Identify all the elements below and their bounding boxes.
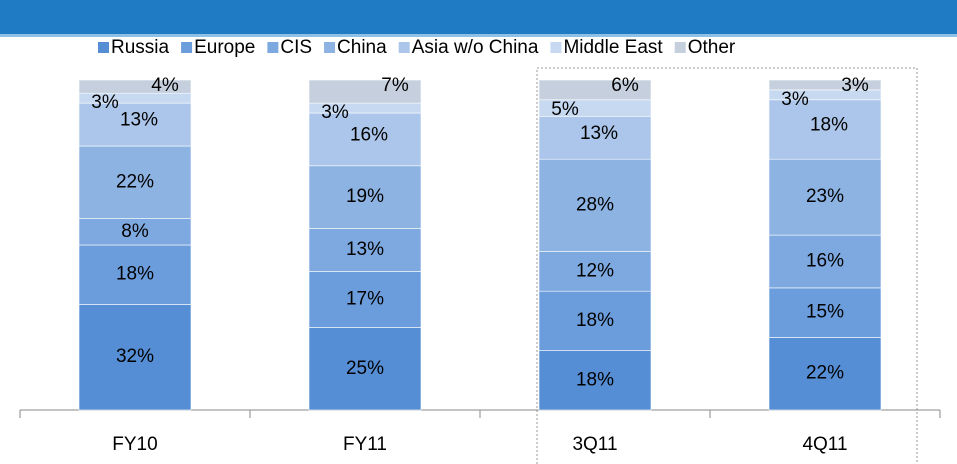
bar-segment (768, 158, 882, 236)
data-label: 23% (806, 186, 844, 207)
data-label: 19% (346, 186, 384, 207)
data-label: 17% (346, 288, 384, 309)
bar-segment (308, 79, 422, 104)
data-label: 28% (576, 194, 614, 215)
legend-label: Asia w/o China (412, 37, 539, 58)
data-label: 3% (781, 89, 809, 110)
data-label: 13% (120, 110, 158, 131)
data-label: 12% (576, 260, 614, 281)
legend-label: CIS (280, 37, 312, 58)
bar-segment (538, 350, 652, 411)
bar-segment (768, 287, 882, 338)
bar-segment (768, 234, 882, 289)
bar-segment (538, 158, 652, 252)
data-label: 13% (580, 123, 618, 144)
legend-label: Europe (194, 37, 255, 58)
header-band (0, 0, 957, 34)
legend-swatch (98, 42, 109, 53)
x-tick-label: FY10 (112, 434, 157, 455)
data-label: 7% (381, 75, 409, 96)
x-tick-label: FY11 (343, 434, 387, 455)
bar-segment (78, 79, 192, 94)
legend-swatch (674, 42, 686, 53)
data-label: 18% (576, 310, 614, 331)
data-label: 4% (151, 75, 179, 96)
legend-label: Russia (111, 37, 170, 58)
data-label: 22% (116, 171, 154, 192)
legend-label: Other (688, 37, 736, 58)
legend-swatch (181, 42, 193, 53)
x-tick-label: 3Q11 (572, 434, 617, 455)
legend-label: Middle East (563, 37, 663, 58)
data-label: 5% (551, 99, 579, 120)
data-label: 6% (611, 75, 639, 96)
data-label: 18% (576, 369, 614, 390)
bar-segment (768, 79, 882, 91)
legend-swatch (267, 42, 279, 53)
bar-segment (538, 79, 652, 101)
bar-segment (78, 145, 192, 219)
x-tick-label: 4Q11 (802, 434, 847, 455)
bar-segment (308, 228, 422, 272)
legend-swatch (550, 42, 562, 53)
data-label: 3% (91, 92, 119, 113)
data-label: 3% (321, 102, 349, 123)
data-label: 18% (116, 264, 154, 285)
legend-label: China (337, 37, 387, 58)
data-label: 8% (121, 221, 149, 242)
legend-swatch (398, 42, 410, 53)
bar-segment (538, 251, 652, 292)
data-label: 16% (350, 124, 388, 145)
bar-segment (768, 337, 882, 411)
bar-segment (308, 112, 422, 167)
data-label: 3% (841, 75, 869, 96)
bar-segment (308, 271, 422, 328)
bar-segment (768, 99, 882, 160)
legend-swatch (324, 42, 336, 53)
header-rule (0, 34, 957, 37)
data-label: 18% (810, 115, 848, 136)
bar-segment (78, 244, 192, 305)
highlight-box (536, 67, 918, 464)
bar-segment (78, 218, 192, 246)
bar-segment (308, 327, 422, 411)
data-label: 16% (806, 251, 844, 272)
data-label: 13% (346, 239, 384, 260)
data-label: 15% (806, 302, 844, 323)
bar-segment (78, 102, 192, 147)
data-label: 25% (346, 358, 384, 379)
data-label: 32% (116, 346, 154, 367)
bar-segment (538, 290, 652, 351)
data-label: 22% (806, 363, 844, 384)
bar-segment (538, 116, 652, 160)
